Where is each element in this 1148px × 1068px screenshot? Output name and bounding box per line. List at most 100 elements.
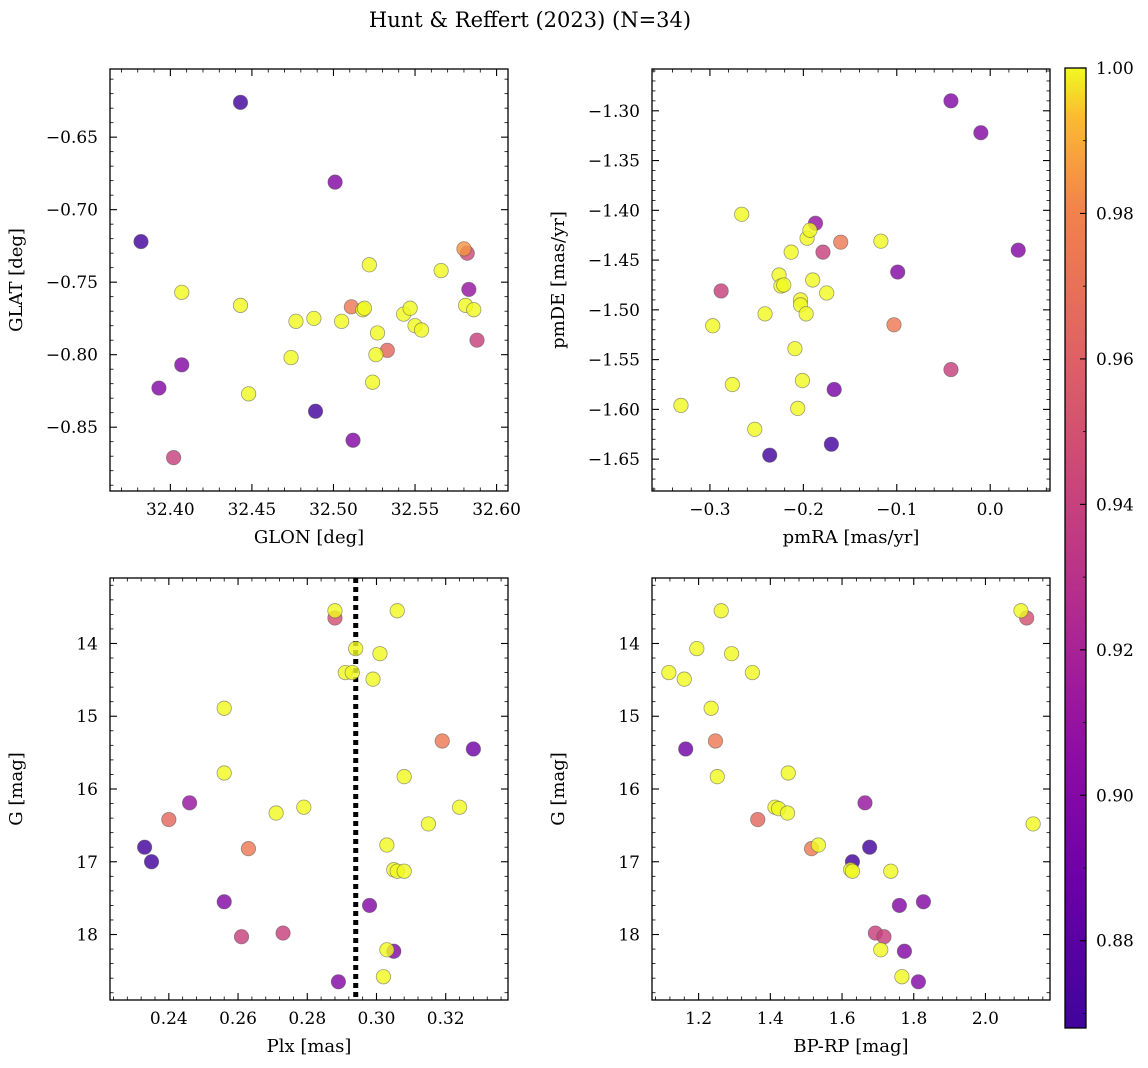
y-tick-label: −1.35 [588, 152, 640, 172]
x-tick-label: 0.28 [288, 1009, 326, 1029]
data-point [137, 839, 153, 855]
data-point [356, 300, 373, 316]
x-axis-label: GLON [deg] [254, 527, 364, 548]
data-point [327, 174, 343, 190]
data-point [402, 300, 418, 316]
y-tick-label: −1.30 [588, 102, 640, 122]
data-point [330, 974, 347, 990]
x-tick-label: −0.3 [689, 500, 730, 520]
x-tick-label: −0.2 [783, 500, 824, 520]
data-point [396, 769, 412, 785]
panel-3: 0.24 0.26 0.28 0.30 0.32 14 15 16 17 18 Plx [mas] G… [6, 577, 509, 1057]
axes-frame [651, 68, 1051, 492]
data-point [174, 284, 190, 300]
axes-frame [109, 68, 509, 492]
data-point [389, 603, 405, 619]
data-point [161, 811, 177, 828]
x-tick-label: 0.30 [358, 1009, 396, 1029]
x-tick-label: 32.40 [146, 500, 195, 520]
y-tick-label: 15 [618, 707, 640, 727]
data-point [798, 306, 814, 322]
data-point [826, 381, 842, 398]
data-point [466, 302, 482, 318]
x-axis-label: pmRA [mas/yr] [783, 527, 920, 548]
y-tick-label: −0.75 [46, 273, 98, 293]
data-point [873, 942, 889, 958]
x-tick-label: 0.32 [427, 1009, 465, 1029]
data-point [673, 397, 689, 414]
data-point [216, 894, 232, 910]
colorbar-tick-label: 0.98 [1096, 204, 1134, 224]
data-point [891, 897, 908, 914]
data-point [734, 206, 750, 222]
data-point [361, 257, 377, 273]
data-point [790, 400, 806, 416]
data-point [365, 374, 381, 390]
data-point [348, 640, 364, 657]
data-point [368, 347, 384, 363]
y-axis-label: pmDE [mas/yr] [548, 211, 569, 349]
data-point [344, 664, 360, 681]
data-point [780, 765, 796, 781]
data-point [369, 325, 386, 341]
data-point [661, 664, 677, 681]
data-point [762, 447, 778, 463]
data-point [750, 811, 766, 828]
x-tick-label: 32.60 [472, 500, 521, 520]
data-point [676, 671, 692, 687]
x-tick-label: 0.0 [977, 500, 1004, 520]
data-point [886, 317, 902, 333]
colorbar-gradient [1065, 68, 1086, 1028]
data-point [469, 332, 485, 348]
data-point [334, 313, 350, 329]
data-point [713, 283, 729, 299]
x-tick-label: 1.2 [685, 1009, 712, 1029]
x-tick-label: 32.45 [228, 500, 277, 520]
data-point [943, 361, 959, 378]
data-point [365, 671, 381, 687]
data-point [1025, 816, 1041, 832]
y-tick-label: 16 [618, 780, 640, 800]
y-tick-label: −0.65 [46, 128, 98, 148]
colorbar-tick-label: 0.94 [1096, 495, 1134, 515]
data-point [862, 839, 878, 855]
x-tick-label: 1.4 [757, 1009, 784, 1029]
colorbar-tick-label: 0.90 [1096, 786, 1134, 806]
data-point [413, 322, 430, 338]
data-point [857, 795, 873, 811]
data-point [678, 741, 694, 757]
data-point [240, 841, 257, 857]
data-point [689, 640, 705, 657]
data-point [268, 805, 284, 821]
data-point [306, 310, 322, 327]
data-point [283, 349, 299, 366]
data-point [396, 863, 412, 879]
data-point [174, 357, 190, 373]
data-point [288, 313, 304, 329]
data-point [705, 318, 721, 334]
data-point [783, 244, 799, 260]
y-tick-label: 17 [76, 853, 98, 873]
x-tick-label: 0.24 [150, 1009, 188, 1029]
y-tick-label: 17 [618, 853, 640, 873]
data-point [465, 741, 481, 757]
colorbar-tick-label: 1.00 [1096, 59, 1134, 79]
data-point [232, 94, 249, 110]
data-point [433, 262, 449, 279]
data-point [327, 603, 343, 619]
data-point [379, 837, 395, 853]
data-point [779, 805, 796, 821]
data-point [776, 277, 792, 293]
y-tick-label: 15 [76, 707, 98, 727]
y-tick-label: −0.80 [46, 346, 98, 366]
data-point [723, 646, 740, 662]
data-point [810, 837, 826, 853]
data-point [724, 376, 740, 393]
data-point [794, 372, 811, 389]
figure-title: Hunt & Reffert (2023) (N=34) [369, 8, 691, 32]
y-tick-label: −0.70 [46, 201, 98, 221]
data-point [1010, 242, 1026, 258]
data-point [375, 969, 392, 985]
data-point [802, 222, 818, 238]
